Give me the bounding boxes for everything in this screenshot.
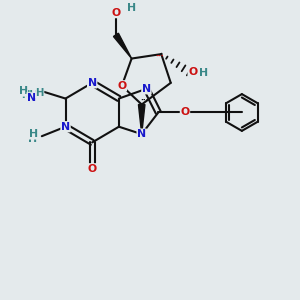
- Text: NH: NH: [21, 90, 38, 100]
- Polygon shape: [113, 33, 132, 58]
- Text: H: H: [36, 88, 44, 98]
- Text: O: O: [188, 67, 197, 77]
- Text: O: O: [180, 107, 190, 118]
- Text: N: N: [27, 93, 36, 103]
- Text: O: O: [111, 8, 121, 18]
- Text: N: N: [137, 129, 146, 139]
- Text: N: N: [61, 122, 70, 132]
- Text: H: H: [19, 86, 28, 96]
- Text: H: H: [199, 68, 208, 78]
- Polygon shape: [138, 104, 145, 134]
- Text: O: O: [88, 164, 97, 174]
- Text: H: H: [28, 134, 38, 144]
- Text: ···: ···: [140, 96, 149, 105]
- Text: ···: ···: [155, 53, 164, 62]
- Text: N: N: [88, 78, 97, 88]
- Text: N: N: [142, 84, 151, 94]
- Text: H: H: [127, 3, 136, 13]
- Text: H: H: [29, 129, 38, 139]
- Text: O: O: [117, 81, 126, 91]
